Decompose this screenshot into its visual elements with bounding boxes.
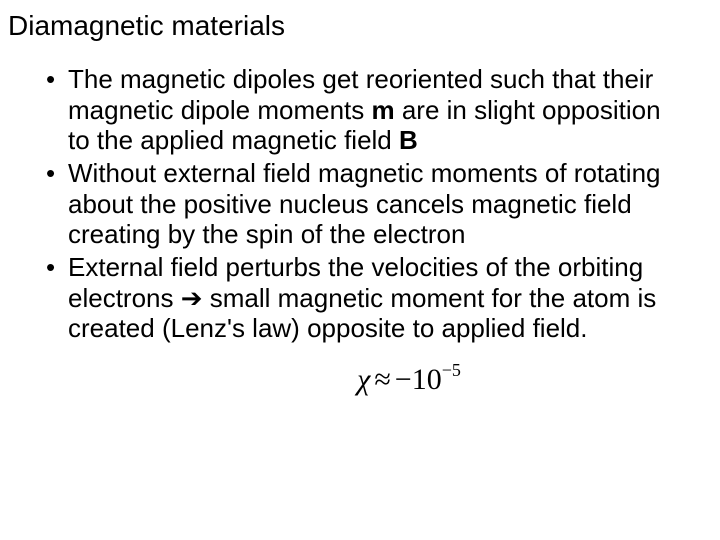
bullet-list: The magnetic dipoles get reoriented such…	[8, 64, 700, 344]
bullet-item: Without external field magnetic moments …	[46, 158, 680, 250]
approx-symbol: ≈	[370, 363, 394, 396]
formula-container: χ≈−10−5	[8, 362, 700, 397]
bullet-item: External field perturbs the velocities o…	[46, 252, 680, 344]
bold-m: m	[371, 95, 394, 125]
chi-symbol: χ	[357, 363, 370, 396]
bullet-text: Without external field magnetic moments …	[68, 158, 661, 249]
formula: χ≈−10−5	[357, 362, 461, 397]
exponent: −5	[442, 360, 461, 380]
base-number: 10	[412, 363, 442, 396]
slide: Diamagnetic materials The magnetic dipol…	[0, 0, 720, 540]
bullet-item: The magnetic dipoles get reoriented such…	[46, 64, 680, 156]
bold-b: B	[399, 125, 418, 155]
arrow-icon: ➔	[181, 283, 203, 313]
slide-title: Diamagnetic materials	[8, 10, 700, 42]
minus-symbol: −	[395, 363, 412, 396]
